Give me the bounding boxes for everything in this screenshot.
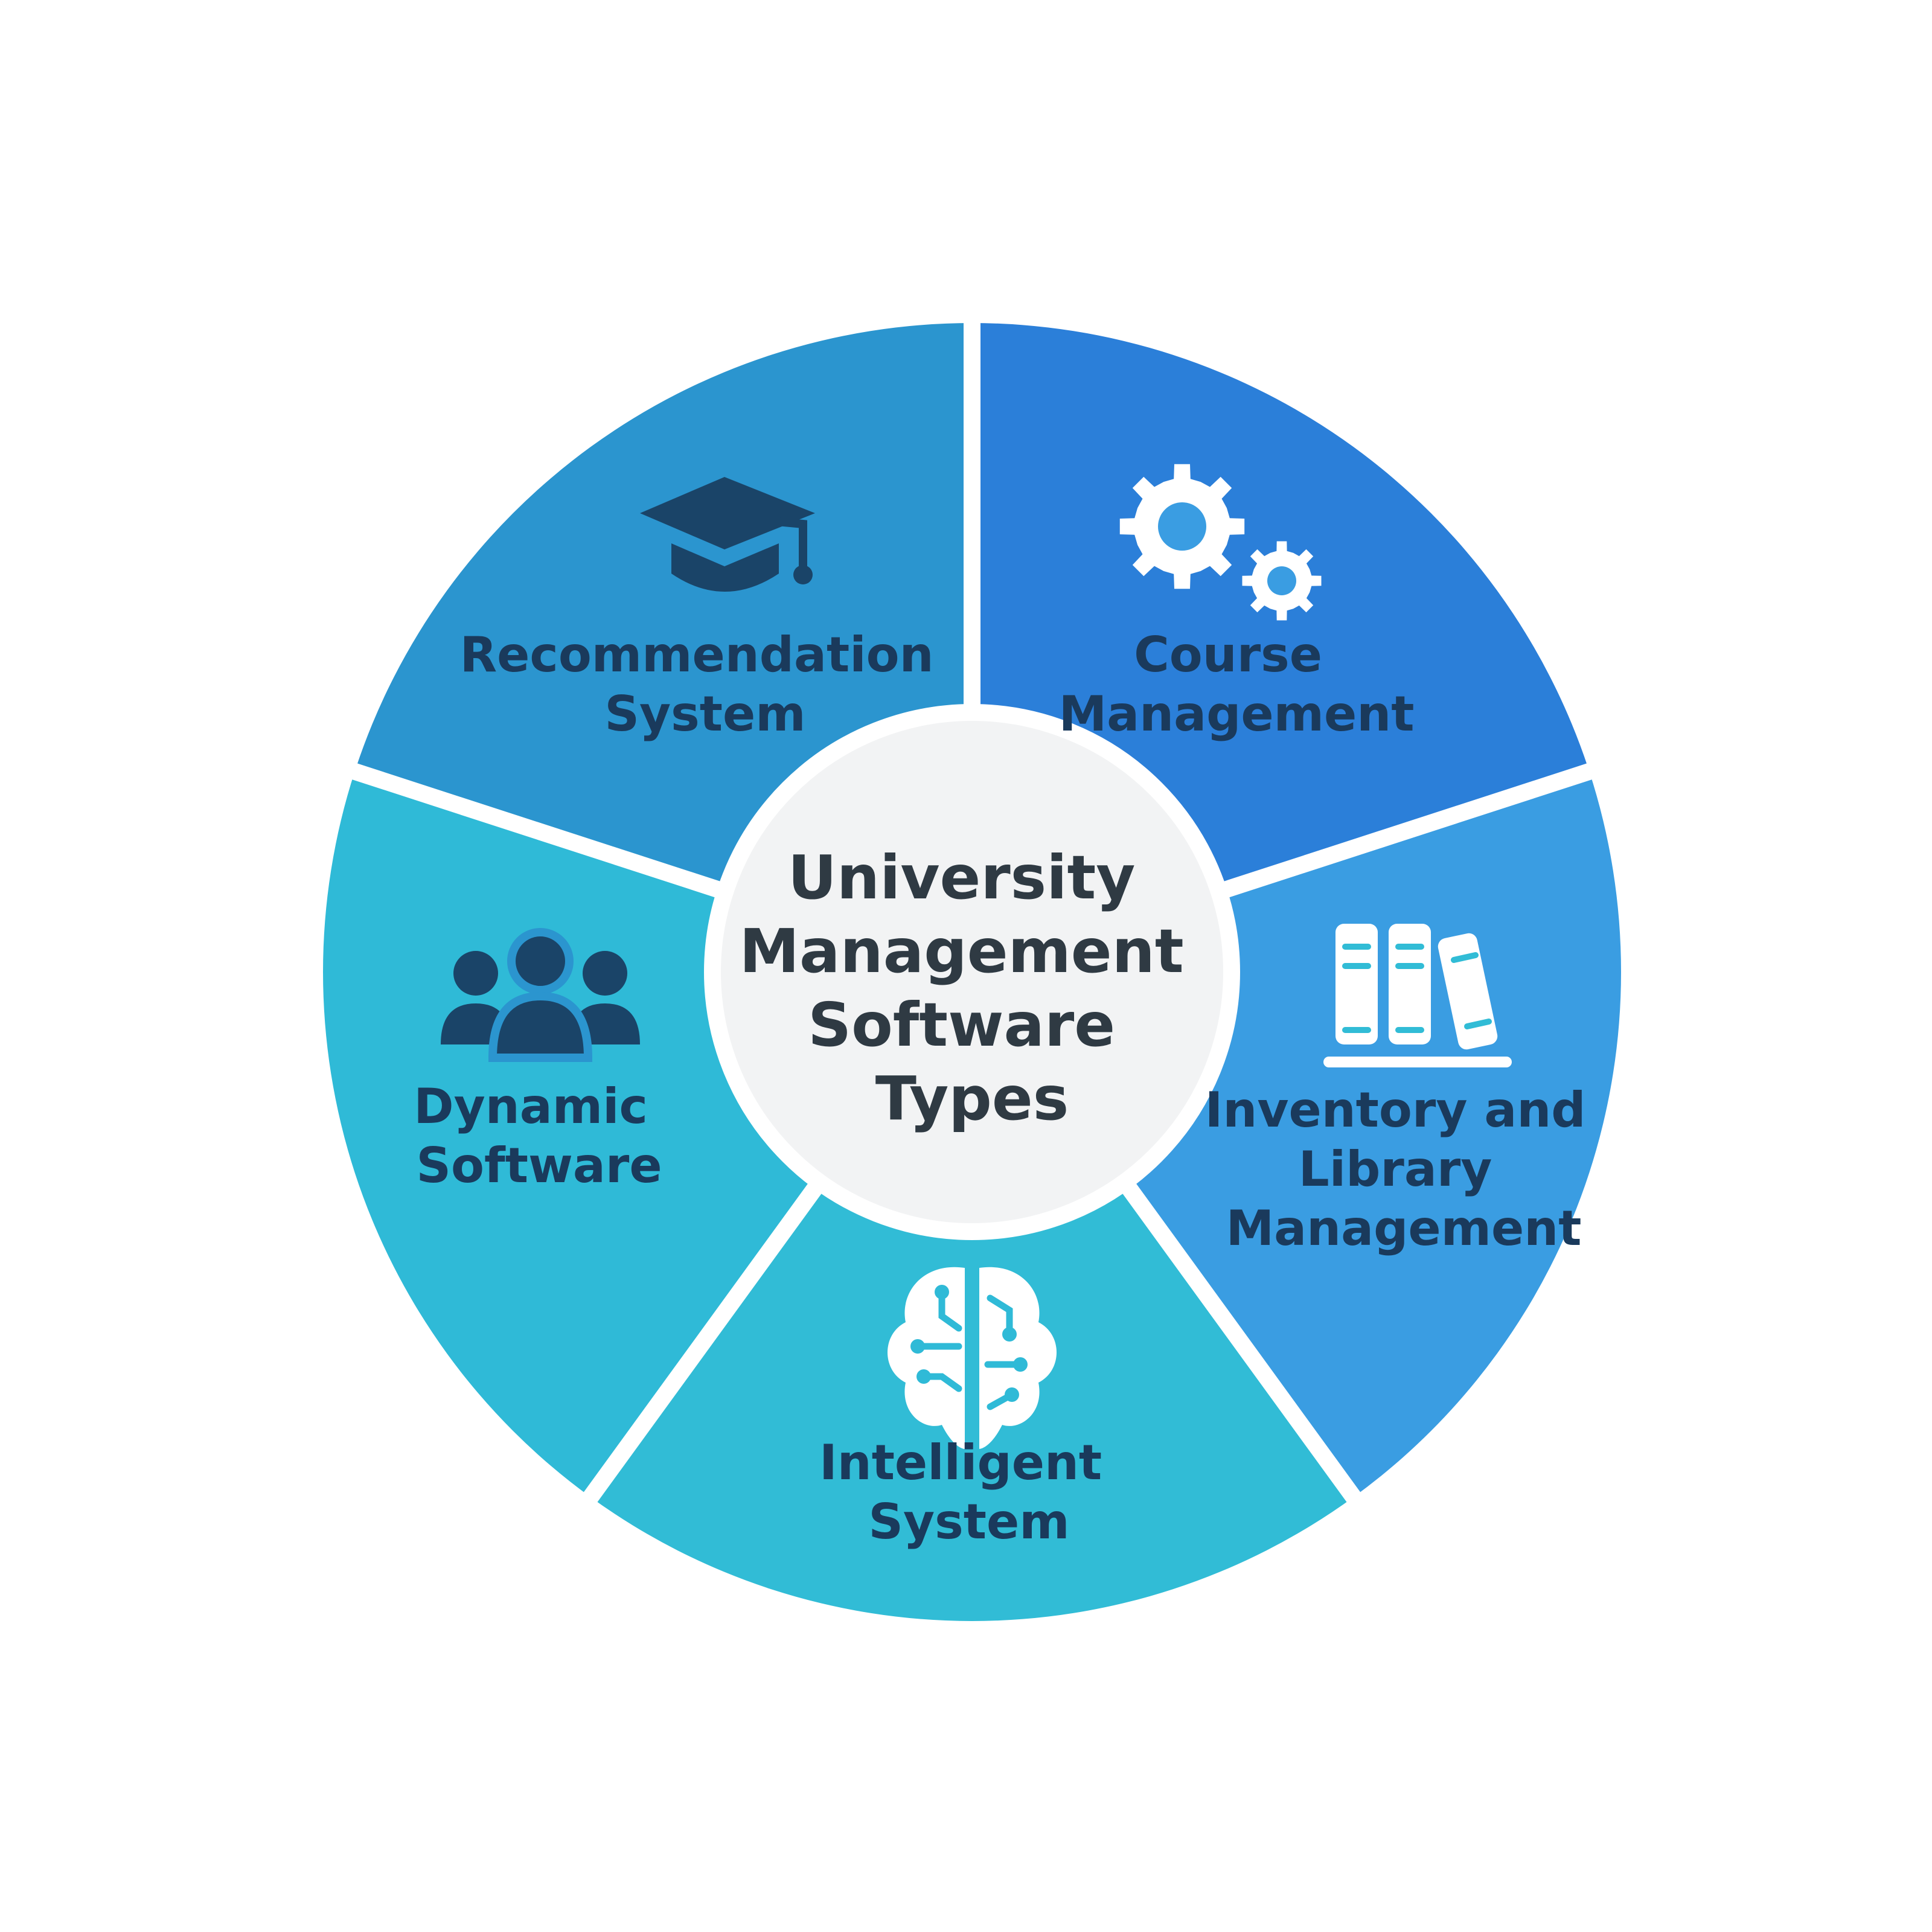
segment-label-line: Course bbox=[1134, 627, 1322, 683]
segment-label-line: Intelligent bbox=[819, 1435, 1102, 1491]
segment-intelligent: Intelligent System bbox=[819, 1267, 1119, 1550]
segment-label-line: Management bbox=[1059, 686, 1415, 742]
segment-label: Recommendation System bbox=[460, 627, 951, 742]
center-title-line: Types bbox=[875, 1063, 1069, 1134]
segment-label: Course Management bbox=[1059, 627, 1415, 742]
segment-dynamic: Dynamic Software bbox=[414, 928, 665, 1194]
center-title-line: University bbox=[788, 842, 1136, 913]
segment-label: Intelligent System bbox=[819, 1435, 1119, 1550]
graduation-cap-icon bbox=[640, 477, 815, 592]
segment-label-line: Software bbox=[416, 1137, 662, 1194]
segment-inventory: Inventory and Library Management bbox=[1205, 924, 1603, 1256]
segment-wedge-inventory bbox=[590, 1177, 1354, 1622]
gear-hole bbox=[1158, 502, 1206, 551]
people-group-icon bbox=[441, 928, 640, 1062]
segment-label-line: System bbox=[604, 686, 805, 742]
segment-label-line: Management bbox=[1226, 1200, 1582, 1256]
center-circle bbox=[704, 704, 1240, 1240]
segment-wedge-course bbox=[1121, 771, 1621, 1497]
segment-label-line: Dynamic bbox=[414, 1078, 648, 1134]
segment-wedges bbox=[323, 323, 1621, 1622]
segment-label-line: Library bbox=[1299, 1141, 1492, 1197]
gears-icon bbox=[1119, 464, 1322, 621]
center-title-line: Management bbox=[740, 916, 1184, 987]
center-title: University Management Software Types bbox=[740, 842, 1205, 1134]
center-title-line: Software bbox=[808, 990, 1115, 1060]
segment-label: Dynamic Software bbox=[414, 1078, 665, 1194]
segment-recommendation: Recommendation System bbox=[460, 477, 951, 742]
books-icon bbox=[1323, 924, 1512, 1067]
segment-label-line: System bbox=[868, 1494, 1069, 1550]
segment-wedge-dynamic bbox=[354, 323, 972, 894]
segment-label-line: Recommendation bbox=[460, 627, 934, 683]
gear-hole bbox=[1267, 566, 1296, 595]
segment-label-line: Inventory and bbox=[1205, 1082, 1586, 1138]
segment-course: Course Management bbox=[1059, 464, 1415, 742]
brain-icon bbox=[888, 1267, 1057, 1449]
segment-wedge-intelligent bbox=[323, 771, 824, 1497]
segment-label: Inventory and Library Management bbox=[1205, 1082, 1603, 1256]
